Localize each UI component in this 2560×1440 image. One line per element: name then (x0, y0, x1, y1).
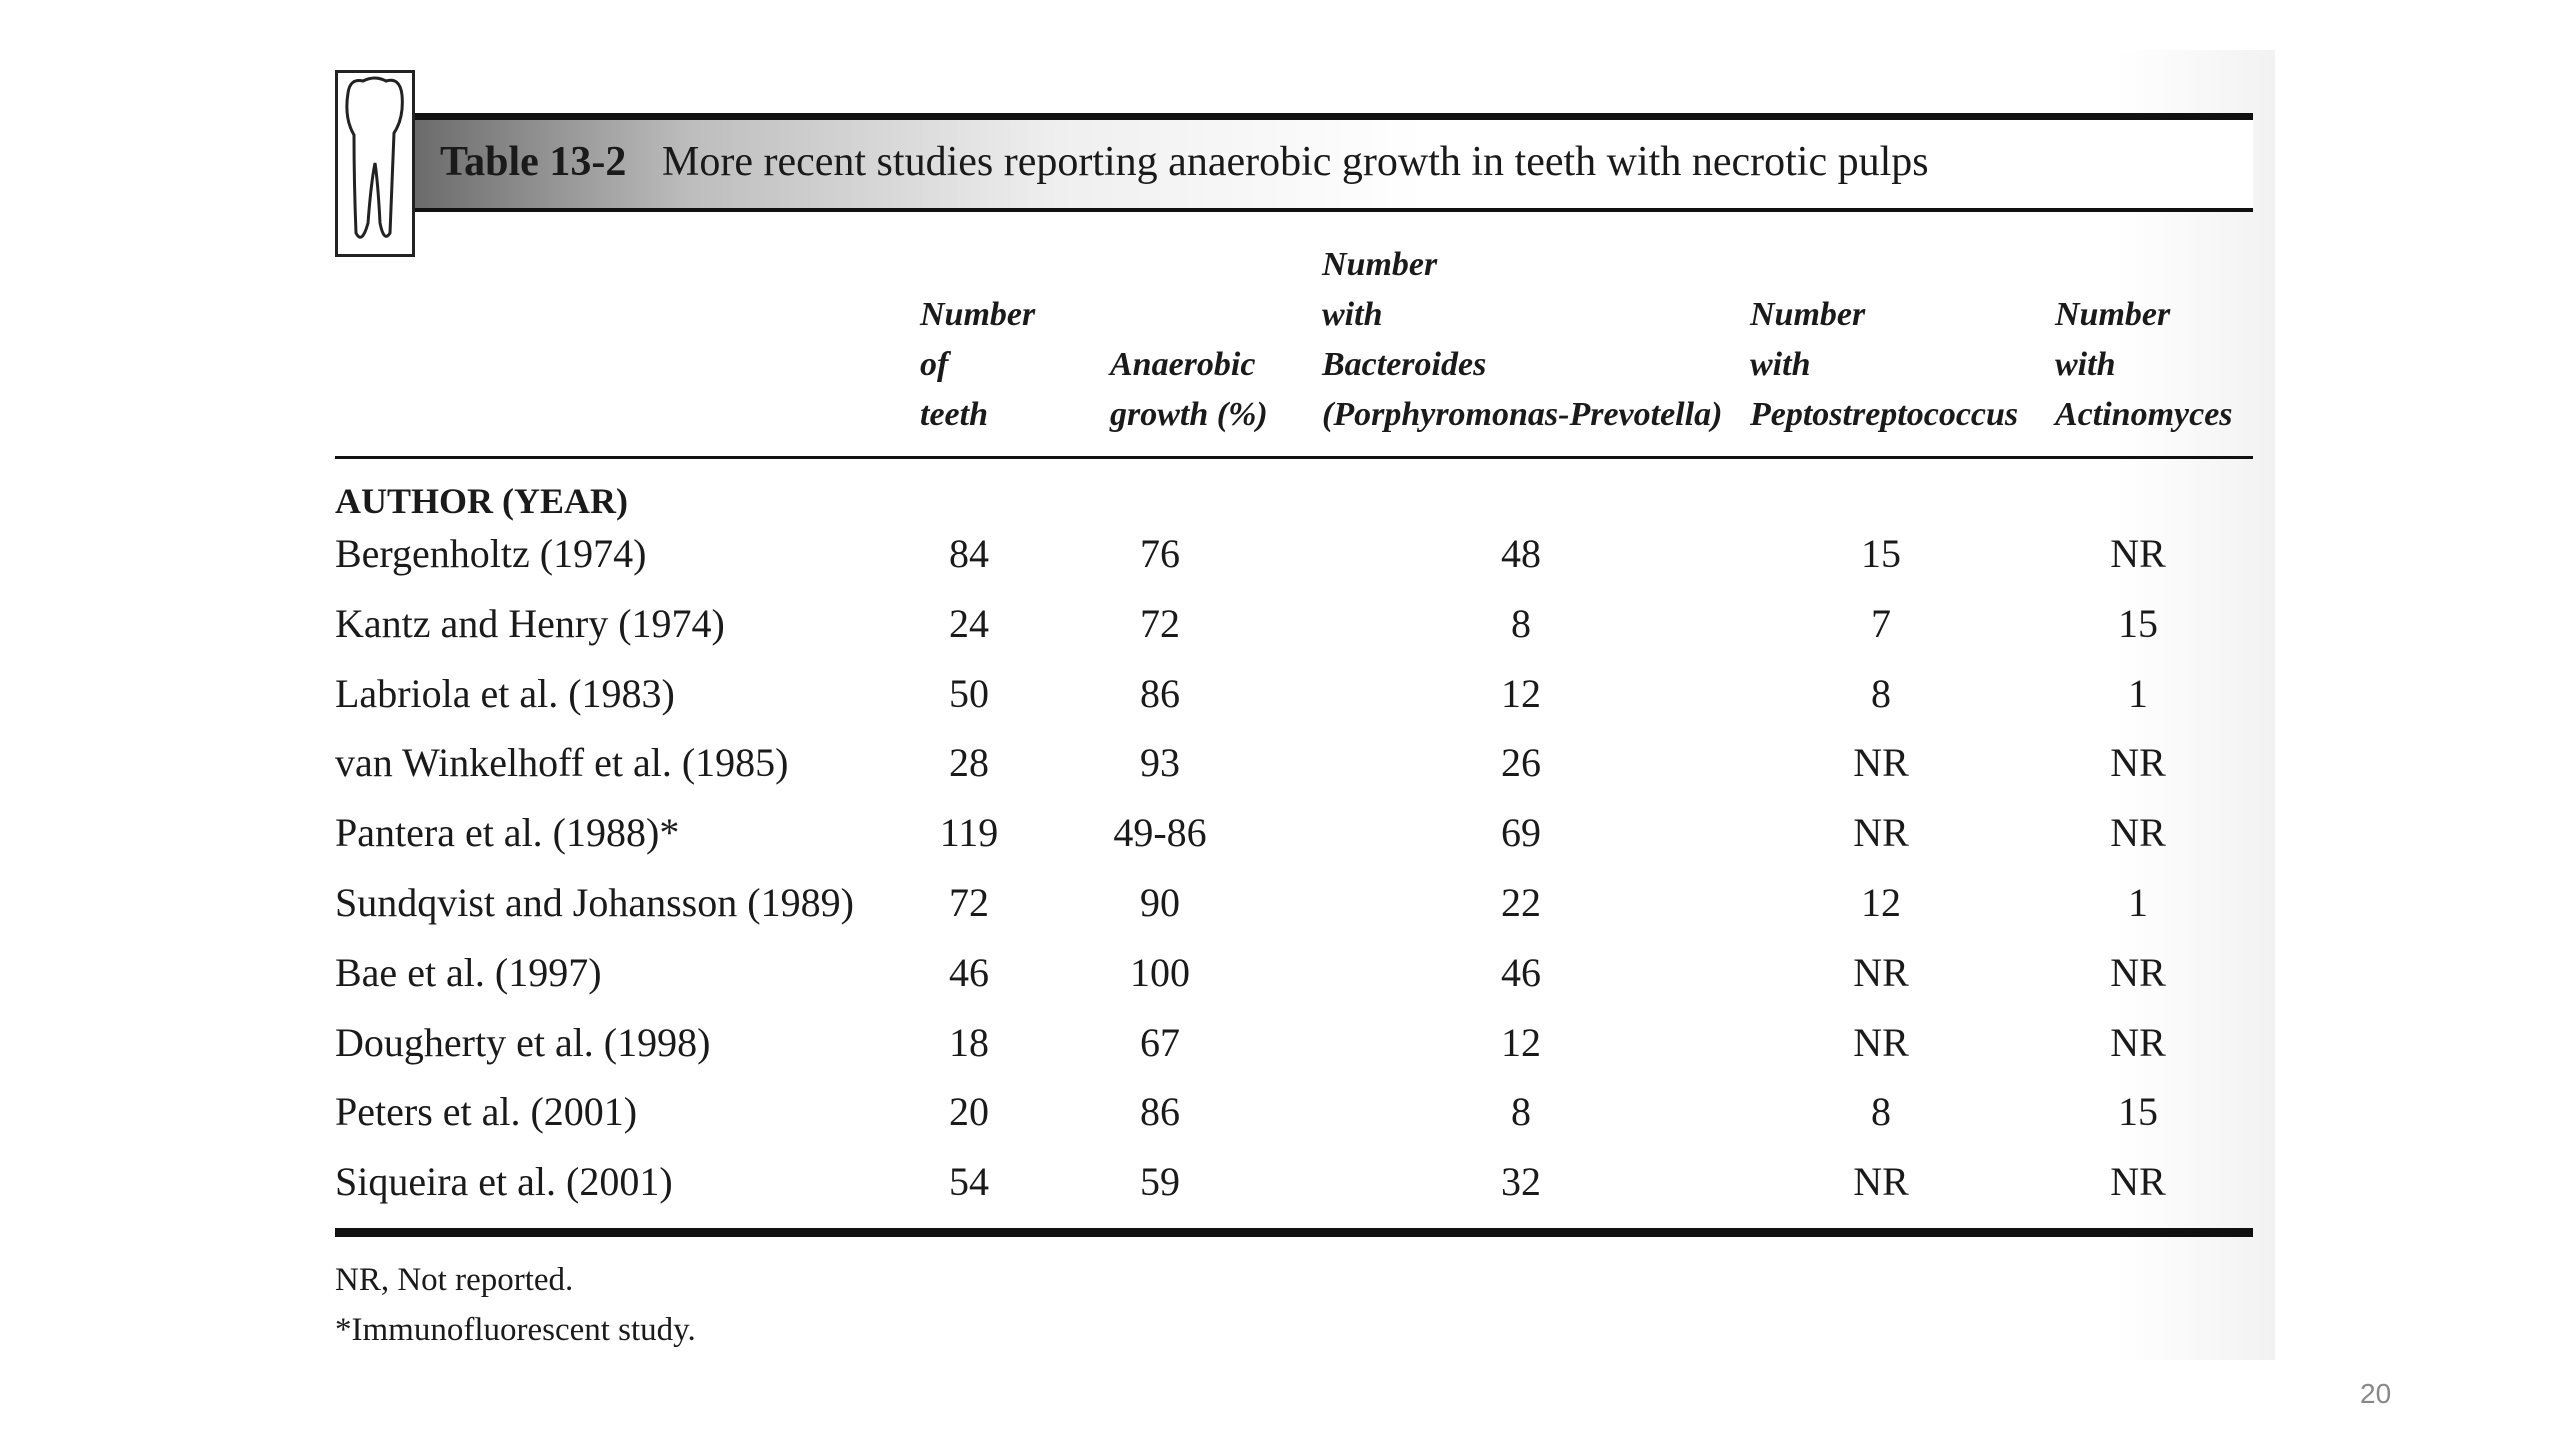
data-cell: 46 (1501, 949, 1541, 995)
data-cell: 46 (949, 949, 989, 995)
data-cell: NR (1853, 740, 1909, 786)
data-cell: 100 (1130, 949, 1190, 995)
data-cell: NR (1853, 949, 1909, 995)
data-cell: 86 (1140, 670, 1180, 716)
author-cell: van Winkelhoff et al. (1985) (335, 740, 789, 786)
author-cell: Bergenholtz (1974) (335, 531, 647, 576)
column-header: Anaerobic growth (%) (1110, 346, 1268, 433)
author-cell: Kantz and Henry (1974) (335, 600, 725, 646)
table-title: More recent studies reporting anaerobic … (662, 139, 1929, 185)
data-cell: 12 (1861, 880, 1901, 925)
author-cell: Bae et al. (1997) (335, 949, 602, 995)
data-cell: 8 (1871, 1089, 1891, 1135)
author-cell: Dougherty et al. (1998) (335, 1019, 711, 1065)
scanned-page (300, 50, 2275, 1360)
data-cell: NR (2110, 531, 2166, 576)
author-cell: Peters et al. (2001) (335, 1089, 638, 1135)
data-cell: 12 (1501, 1019, 1541, 1065)
footnote: *Immunofluorescent study. (335, 1312, 696, 1348)
data-cell: 8 (1511, 1089, 1531, 1135)
data-cell: 28 (949, 740, 989, 786)
tooth-icon (335, 70, 415, 257)
data-cell: 50 (949, 670, 989, 716)
data-cell: 8 (1511, 600, 1531, 646)
table-label: Table 13-2 (440, 139, 627, 185)
data-cell: NR (2110, 949, 2166, 995)
data-cell: 1 (2128, 880, 2148, 925)
data-cell: 32 (1501, 1159, 1541, 1205)
title-bar (414, 113, 2253, 212)
data-cell: 8 (1871, 670, 1891, 716)
data-cell: NR (2110, 810, 2166, 856)
author-cell: Pantera et al. (1988)* (335, 810, 680, 856)
data-cell: 54 (949, 1159, 989, 1205)
data-cell: 48 (1501, 531, 1541, 576)
column-header: Number with Bacteroides (Porphyromonas-P… (1322, 246, 1723, 433)
data-cell: 15 (2118, 600, 2158, 646)
page-number: 20 (2360, 1378, 2392, 1409)
data-cell: 15 (2118, 1089, 2158, 1135)
data-cell: 93 (1140, 740, 1180, 786)
data-cell: 20 (949, 1089, 989, 1135)
data-cell: 119 (939, 810, 999, 856)
data-cell: 86 (1140, 1089, 1180, 1135)
column-header: Number of teeth (920, 296, 1036, 433)
bottom-rule (335, 1228, 2253, 1237)
data-cell: 90 (1140, 880, 1180, 925)
author-cell: Labriola et al. (1983) (335, 670, 675, 716)
column-header: Number with Peptostreptococcus (1750, 296, 2019, 433)
data-cell: 26 (1501, 740, 1541, 786)
data-cell: 59 (1140, 1159, 1180, 1205)
data-cell: NR (2110, 740, 2166, 786)
header-rule (335, 456, 2253, 459)
data-cell: 12 (1501, 670, 1541, 716)
data-cell: 72 (949, 880, 989, 925)
tooth-drawing (345, 76, 404, 239)
data-cell: 84 (949, 531, 989, 576)
data-cell: 72 (1140, 600, 1180, 646)
data-cell: NR (1853, 810, 1909, 856)
data-cell: NR (2110, 1019, 2166, 1065)
data-cell: 1 (2128, 670, 2148, 716)
data-cell: 49-86 (1113, 810, 1207, 856)
data-cell: 67 (1140, 1019, 1180, 1065)
data-cell: 69 (1501, 810, 1541, 856)
data-cell: NR (1853, 1159, 1909, 1205)
author-cell: Siqueira et al. (2001) (335, 1159, 673, 1205)
data-cell: NR (2110, 1159, 2166, 1205)
data-cell: 7 (1871, 600, 1891, 646)
row-header: AUTHOR (YEAR) (335, 481, 628, 521)
data-cell: 22 (1501, 880, 1541, 925)
data-cell: 76 (1140, 531, 1180, 576)
author-cell: Sundqvist and Johansson (1989) (335, 880, 854, 925)
data-cell: 18 (949, 1019, 989, 1065)
column-header: Number with Actinomyces (2055, 296, 2233, 433)
data-cell: NR (1853, 1019, 1909, 1065)
data-cell: 24 (949, 600, 989, 646)
footnote: NR, Not reported. (335, 1262, 574, 1298)
data-cell: 15 (1861, 531, 1901, 576)
